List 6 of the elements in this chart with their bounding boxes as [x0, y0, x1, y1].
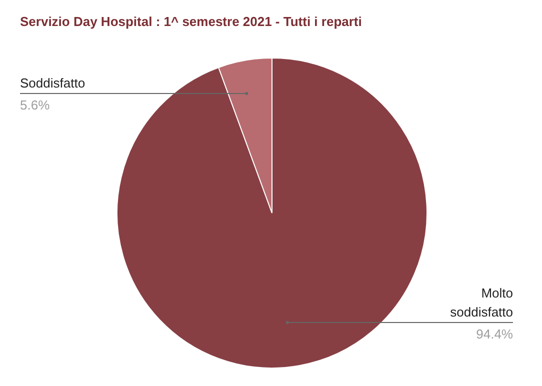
- chart-title: Servizio Day Hospital : 1^ semestre 2021 - Tutti i reparti: [20, 14, 362, 29]
- data-label: 94.4%: [476, 326, 514, 342]
- slice-label: Soddisfatto: [20, 76, 86, 91]
- data-label: 5.6%: [20, 98, 50, 113]
- pie-slice: [116, 58, 428, 368]
- slice-label: Molto soddisfatto: [450, 285, 513, 320]
